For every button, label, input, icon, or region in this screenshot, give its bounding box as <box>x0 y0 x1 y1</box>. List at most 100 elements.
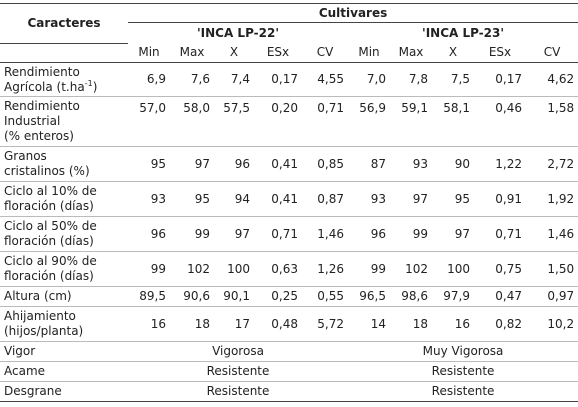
table-row: Rendimiento Agrícola (t.ha-1) 6,9 7,6 7,… <box>0 62 578 97</box>
cell-value: 7,8 <box>390 62 432 97</box>
cell-value: 1,58 <box>526 96 578 147</box>
cell-value: 99 <box>128 251 170 287</box>
cell-value: 0,75 <box>474 251 526 287</box>
cell-value: 0,17 <box>474 62 526 97</box>
cell-value: Resistente <box>206 384 270 398</box>
cell-value: 89,5 <box>128 286 170 307</box>
cell-value: 5,72 <box>302 306 348 342</box>
cell-value: 7,5 <box>432 62 474 97</box>
table-row: Granos cristalinos (%) 95 97 96 0,41 0,8… <box>0 146 578 182</box>
stat-header: Min <box>348 43 390 63</box>
cell-value: 1,50 <box>526 251 578 287</box>
cell-value: 10,2 <box>526 306 578 342</box>
row-label: Altura (cm) <box>0 286 128 307</box>
cell-value: 102 <box>390 251 432 287</box>
cell-value: 0,71 <box>474 216 526 252</box>
cultivar-table: Caracteres Cultivares 'INCA LP-22' 'INCA… <box>0 3 578 402</box>
cell-value: 98,6 <box>390 286 432 307</box>
cell-value: 7,6 <box>170 62 214 97</box>
cell-value: 90,6 <box>170 286 214 307</box>
cell-value: 0,87 <box>302 181 348 217</box>
group-header: Cultivares <box>128 3 578 23</box>
cell-value: 96 <box>214 146 254 182</box>
table-row: Ciclo al 10% de floración (días) 93 95 9… <box>0 181 578 217</box>
cell-value: 97 <box>214 216 254 252</box>
table-row: Acame Resistente Resistente <box>0 361 578 382</box>
cell-value: 100 <box>214 251 254 287</box>
cell-value: 0,97 <box>526 286 578 307</box>
cell-value: 0,63 <box>254 251 302 287</box>
cell-value: 99 <box>390 216 432 252</box>
cell-value: 17 <box>214 306 254 342</box>
cell-value: 18 <box>170 306 214 342</box>
cell-value: 0,20 <box>254 96 302 147</box>
cell-value: 99 <box>170 216 214 252</box>
cell-value: 93 <box>390 146 432 182</box>
cell-value: 0,48 <box>254 306 302 342</box>
cell-value: 87 <box>348 146 390 182</box>
cell-value: 1,92 <box>526 181 578 217</box>
cell-value: 0,47 <box>474 286 526 307</box>
stat-header: ESx <box>474 43 526 63</box>
corner-header: Caracteres <box>0 3 128 44</box>
cell-value: 96 <box>128 216 170 252</box>
stat-header: CV <box>526 43 578 63</box>
stat-header: ESx <box>254 43 302 63</box>
cell-value: 0,71 <box>254 216 302 252</box>
cell-value: 2,72 <box>526 146 578 182</box>
cell-value: 93 <box>348 181 390 217</box>
cell-value: 58,0 <box>170 96 214 147</box>
cell-value: 59,1 <box>390 96 432 147</box>
cell-value: 90,1 <box>214 286 254 307</box>
cell-value: 1,26 <box>302 251 348 287</box>
cell-value: 16 <box>128 306 170 342</box>
cell-value: 94 <box>214 181 254 217</box>
cell-value: Resistente <box>348 361 578 382</box>
stat-header: Max <box>390 43 432 63</box>
cell-value: 7,0 <box>348 62 390 97</box>
cell-value: Resistente <box>128 361 348 382</box>
cell-value: Muy Vigorosa <box>348 341 578 362</box>
cell-value: 97 <box>432 216 474 252</box>
cell-value: 0,41 <box>254 181 302 217</box>
cell-value: 57,5 <box>214 96 254 147</box>
table-row: Ciclo al 90% de floración (días) 99 102 … <box>0 251 578 287</box>
data-table-container: Caracteres Cultivares 'INCA LP-22' 'INCA… <box>0 3 578 402</box>
cell-value: 96 <box>348 216 390 252</box>
cell-value: 95 <box>432 181 474 217</box>
cell-value: 1,22 <box>474 146 526 182</box>
cell-value: 4,55 <box>302 62 348 97</box>
cell-value: 0,82 <box>474 306 526 342</box>
corner-spacer <box>0 43 128 63</box>
stat-header: Min <box>128 43 170 63</box>
cell-value: 90 <box>432 146 474 182</box>
cell-value: Vigorosa <box>128 341 348 362</box>
stat-header: X <box>214 43 254 63</box>
cultivar-header-lp23: 'INCA LP-23' <box>422 25 505 40</box>
cell-value: 1,46 <box>526 216 578 252</box>
row-label: Ciclo al 10% de floración (días) <box>0 181 128 217</box>
cell-value: 7,4 <box>214 62 254 97</box>
cell-value: 0,25 <box>254 286 302 307</box>
table-row: Altura (cm) 89,5 90,6 90,1 0,25 0,55 96,… <box>0 286 578 307</box>
cell-value: 14 <box>348 306 390 342</box>
cell-value: 57,0 <box>128 96 170 147</box>
cell-value: 0,46 <box>474 96 526 147</box>
cell-value: 95 <box>128 146 170 182</box>
cell-value: 102 <box>170 251 214 287</box>
cell-value: 93 <box>128 181 170 217</box>
cell-value: 99 <box>348 251 390 287</box>
stat-header: CV <box>302 43 348 63</box>
cell-value: 95 <box>170 181 214 217</box>
cell-value: 97 <box>170 146 214 182</box>
stat-header: Max <box>170 43 214 63</box>
cell-value: 1,46 <box>302 216 348 252</box>
cell-value: 56,9 <box>348 96 390 147</box>
table-row: Desgrane Resistente Resistente <box>0 382 578 402</box>
row-label: Desgrane <box>4 384 62 398</box>
cell-value: 16 <box>432 306 474 342</box>
table-row: Rendimiento Industrial (% enteros) 57,0 … <box>0 96 578 147</box>
cell-value: 100 <box>432 251 474 287</box>
cell-value: 58,1 <box>432 96 474 147</box>
cell-value: 0,41 <box>254 146 302 182</box>
